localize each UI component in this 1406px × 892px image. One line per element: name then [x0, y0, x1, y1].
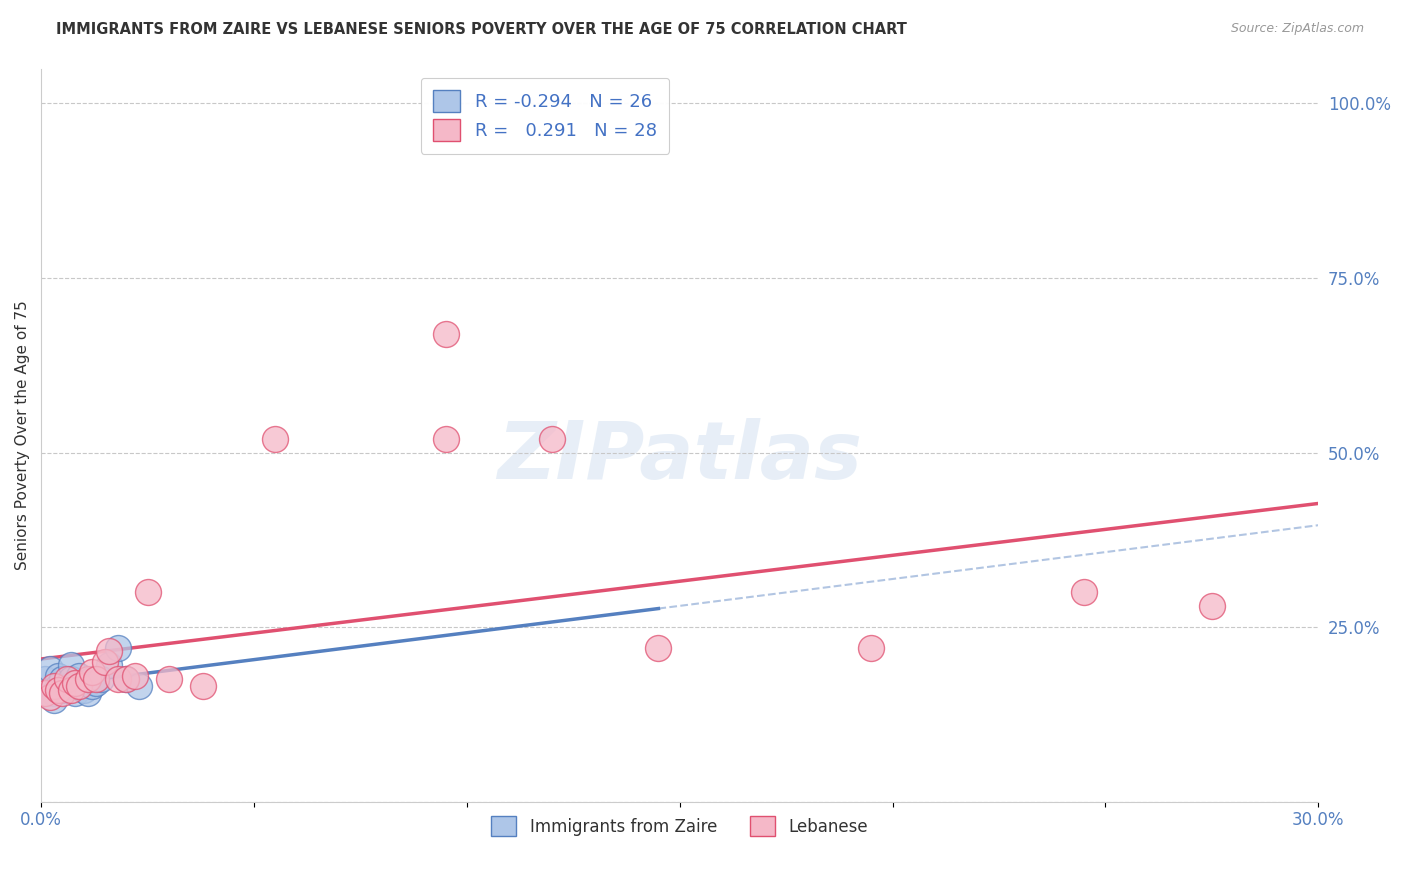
- Point: [46, 679, 69, 693]
- Text: ZIPatlas: ZIPatlas: [498, 418, 862, 496]
- Point: [115, 673, 138, 687]
- Point: [90, 673, 112, 687]
- Point: [51, 686, 73, 700]
- Point: [124, 669, 146, 683]
- Point: [860, 640, 883, 655]
- Point: [86, 676, 108, 690]
- Point: [73, 682, 96, 697]
- Y-axis label: Seniors Poverty Over the Age of 75: Seniors Poverty Over the Age of 75: [15, 301, 30, 570]
- Point: [42, 679, 65, 693]
- Point: [34, 686, 56, 700]
- Point: [157, 673, 180, 687]
- Point: [434, 432, 457, 446]
- Point: [59, 673, 82, 687]
- Point: [98, 658, 121, 673]
- Point: [63, 686, 86, 700]
- Point: [1201, 599, 1223, 613]
- Legend: Immigrants from Zaire, Lebanese: Immigrants from Zaire, Lebanese: [482, 807, 876, 845]
- Point: [647, 640, 669, 655]
- Point: [63, 679, 86, 693]
- Point: [51, 682, 73, 697]
- Text: Source: ZipAtlas.com: Source: ZipAtlas.com: [1230, 22, 1364, 36]
- Point: [107, 640, 129, 655]
- Point: [77, 673, 100, 687]
- Point: [46, 669, 69, 683]
- Point: [38, 662, 60, 676]
- Point: [86, 673, 108, 687]
- Point: [42, 693, 65, 707]
- Point: [98, 644, 121, 658]
- Point: [73, 676, 96, 690]
- Point: [115, 673, 138, 687]
- Point: [67, 679, 90, 693]
- Point: [434, 326, 457, 341]
- Point: [541, 432, 564, 446]
- Point: [264, 432, 287, 446]
- Point: [67, 669, 90, 683]
- Point: [51, 673, 73, 687]
- Point: [136, 585, 159, 599]
- Point: [82, 665, 104, 680]
- Point: [55, 673, 77, 687]
- Text: IMMIGRANTS FROM ZAIRE VS LEBANESE SENIORS POVERTY OVER THE AGE OF 75 CORRELATION: IMMIGRANTS FROM ZAIRE VS LEBANESE SENIOR…: [56, 22, 907, 37]
- Point: [191, 679, 214, 693]
- Point: [42, 686, 65, 700]
- Point: [128, 679, 150, 693]
- Point: [63, 676, 86, 690]
- Point: [94, 655, 117, 669]
- Point: [34, 673, 56, 687]
- Point: [59, 658, 82, 673]
- Point: [46, 682, 69, 697]
- Point: [59, 682, 82, 697]
- Point: [82, 679, 104, 693]
- Point: [38, 690, 60, 704]
- Point: [77, 686, 100, 700]
- Point: [107, 673, 129, 687]
- Point: [55, 679, 77, 693]
- Point: [82, 673, 104, 687]
- Point: [1073, 585, 1095, 599]
- Point: [67, 679, 90, 693]
